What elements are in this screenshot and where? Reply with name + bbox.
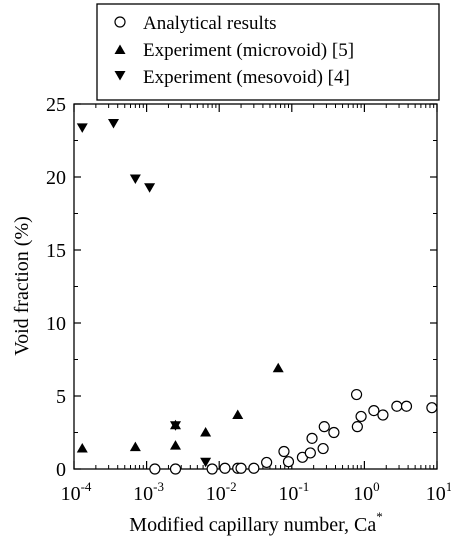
legend-marker-circle (114, 16, 126, 28)
point-analytical (317, 442, 329, 455)
x-tick-base: 10 (353, 483, 373, 505)
x-tick-exponent: -2 (226, 479, 237, 494)
x-tick-base: 10 (133, 483, 153, 505)
x-axis-label-superscript: * (376, 509, 383, 524)
point-mesovoid (200, 457, 212, 468)
x-tick-exponent: -3 (153, 479, 164, 494)
legend-marker-triangle-down (114, 71, 126, 81)
x-tick-exponent: -4 (81, 479, 92, 494)
y-axis-label: Void fraction (%) (11, 216, 33, 356)
y-tick-label: 15 (46, 240, 66, 262)
y-tick-label: 10 (46, 313, 66, 335)
x-tick-label: 10-2 (206, 479, 237, 505)
point-microvoid (129, 441, 141, 452)
point-analytical (328, 426, 340, 439)
point-analytical (304, 447, 316, 459)
point-analytical (426, 402, 438, 414)
y-tick-label: 0 (56, 459, 66, 481)
x-tick-label: 10-4 (61, 479, 92, 505)
data-markers (76, 118, 438, 475)
x-tick-base: 10 (278, 483, 298, 505)
point-microvoid (169, 440, 181, 450)
point-analytical (350, 388, 363, 401)
point-analytical (278, 445, 290, 458)
x-tick-label: 100 (353, 479, 380, 505)
x-tick-exponent: 1 (446, 479, 451, 494)
x-tick-exponent: 0 (373, 479, 380, 494)
point-microvoid (76, 443, 88, 453)
point-analytical (306, 432, 318, 444)
point-mesovoid (144, 183, 156, 193)
x-tick-exponent: -1 (298, 479, 309, 494)
point-analytical (377, 409, 389, 421)
point-mesovoid (129, 174, 141, 184)
x-axis: 10-4 10-3 10-2 10-1 100 101 (61, 104, 451, 505)
y-tick-label: 20 (46, 167, 66, 189)
legend-label-mesovoid: Experiment (mesovoid) [4] (143, 67, 350, 88)
x-tick-base: 10 (426, 483, 446, 505)
x-tick-label: 101 (426, 479, 451, 505)
point-analytical (318, 421, 330, 433)
x-tick-label: 10-3 (133, 479, 164, 505)
y-tick-label: 25 (46, 94, 66, 116)
point-analytical (219, 462, 231, 474)
legend-item-mesovoid: Experiment (mesovoid) [4] (114, 67, 350, 88)
point-analytical (391, 400, 403, 412)
x-tick-base: 10 (61, 483, 81, 505)
legend-label-microvoid: Experiment (microvoid) [5] (143, 40, 354, 61)
point-analytical (355, 410, 367, 423)
y-tick-label: 5 (56, 386, 66, 408)
x-tick-base: 10 (206, 483, 226, 505)
point-mesovoid (169, 421, 181, 431)
legend-label-analytical: Analytical results (143, 13, 277, 34)
point-microvoid (200, 427, 212, 437)
point-microvoid (272, 362, 284, 373)
point-analytical (235, 462, 247, 474)
point-mesovoid (76, 123, 88, 133)
point-analytical (248, 462, 260, 474)
x-tick-label: 10-1 (278, 479, 309, 505)
point-microvoid (232, 409, 244, 419)
point-analytical (368, 405, 380, 417)
x-axis-label-text: Modified capillary number, Ca (129, 514, 376, 536)
y-axis: 0 5 10 15 20 25 (46, 94, 437, 481)
legend-marker-triangle-up (114, 44, 126, 54)
point-analytical (400, 400, 413, 412)
legend-item-analytical: Analytical results (114, 13, 277, 34)
point-analytical (282, 456, 295, 468)
legend-item-microvoid: Experiment (microvoid) [5] (114, 40, 354, 61)
point-analytical (351, 421, 363, 433)
point-analytical (206, 463, 218, 475)
point-analytical (261, 456, 273, 469)
legend: Analytical results Experiment (microvoid… (96, 3, 440, 101)
legend-box (96, 3, 440, 101)
point-analytical (169, 463, 182, 475)
x-axis-label: Modified capillary number, Ca* (129, 509, 382, 536)
point-analytical (149, 463, 161, 475)
point-mesovoid (107, 118, 119, 129)
